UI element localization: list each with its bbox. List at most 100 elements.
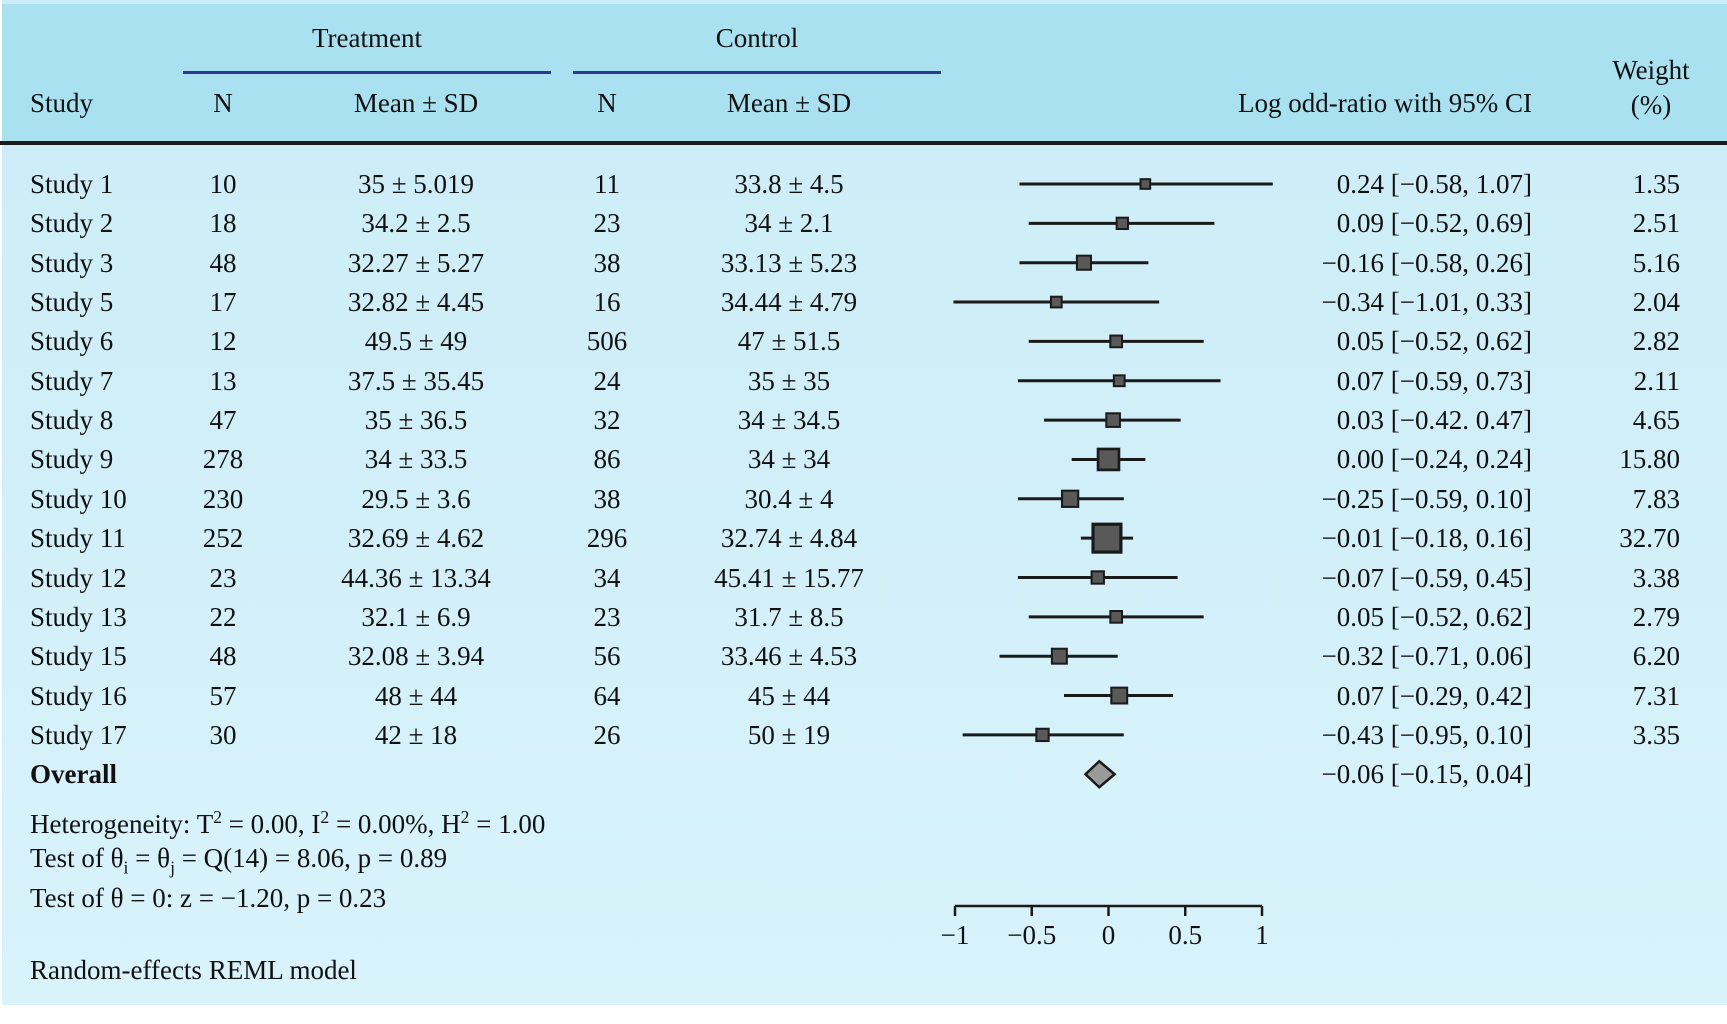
effect-ci-value: 0.07 [−0.59, 0.73]: [1336, 365, 1532, 396]
column-header-study: Study: [30, 88, 94, 118]
weight-value: 2.04: [1632, 287, 1680, 318]
stat-note-segment: = 1.00: [469, 809, 546, 839]
study-name: Study 17: [30, 719, 127, 750]
control-group-header: Control: [715, 23, 799, 53]
stat-note-segment: = θ: [128, 843, 171, 873]
treatment-n-value: 17: [209, 287, 237, 318]
control-n-value: 16: [593, 287, 621, 318]
effect-ci-value: −0.32 [−0.71, 0.06]: [1321, 641, 1532, 672]
model-note: Random-effects REML model: [30, 955, 357, 985]
treatment-n-value: 23: [209, 562, 237, 593]
weight-value: 3.35: [1632, 719, 1680, 750]
column-header-treatment-mean-sd: Mean ± SD: [353, 88, 479, 118]
treatment-n-value: 10: [209, 169, 237, 199]
table-row: Study 16 57 48 ± 44 64 45 ± 44 0.07 [−0.29, 0…: [0, 676, 1727, 716]
control-n-value: 26: [593, 719, 621, 750]
control-mean-sd-value: 33.8 ± 4.5: [734, 169, 844, 199]
control-mean-sd-value: 31.7 ± 8.5: [734, 601, 844, 632]
study-name: Study 7: [30, 365, 114, 396]
control-mean-sd-value: 32.74 ± 4.84: [720, 523, 858, 554]
treatment-mean-sd-value: 32.08 ± 3.94: [347, 641, 485, 672]
effect-ci-value: 0.00 [−0.24, 0.24]: [1336, 444, 1532, 475]
treatment-mean-sd-value: 32.69 ± 4.62: [347, 523, 485, 554]
treatment-n-value: 230: [202, 483, 244, 514]
study-name: Study 15: [30, 641, 127, 672]
stat-note-segment: 2: [320, 807, 330, 827]
table-row: Study 10 230 29.5 ± 3.6 38 30.4 ± 4 −0.25 [−0…: [0, 479, 1727, 519]
treatment-n-value: 12: [209, 326, 237, 357]
weight-value: 4.65: [1632, 405, 1680, 436]
control-mean-sd-value: 30.4 ± 4: [744, 483, 834, 514]
control-mean-sd-value: 33.13 ± 5.23: [720, 247, 858, 278]
treatment-n-value: 30: [209, 719, 237, 750]
weight-value: 7.83: [1632, 483, 1680, 514]
effect-ci-value: 0.09 [−0.52, 0.69]: [1336, 208, 1532, 239]
effect-ci-value: 0.03 [−0.42. 0.47]: [1336, 405, 1532, 436]
control-n-value: 24: [593, 365, 621, 396]
weight-value: 15.80: [1619, 444, 1680, 475]
stat-note-segment: = 0.00, I: [221, 809, 321, 839]
control-underline: [573, 71, 941, 74]
treatment-mean-sd-value: 49.5 ± 49: [364, 326, 468, 357]
treatment-mean-sd-value: 48 ± 44: [374, 680, 458, 711]
stat-note: Heterogeneity: T2 = 0.00, I2 = 0.00%, H2…: [30, 797, 546, 839]
control-n-value: 296: [586, 523, 628, 554]
weight-value: 2.51: [1632, 208, 1680, 239]
stat-note-segment: = Q(14) = 8.06, p = 0.89: [174, 843, 448, 873]
stat-note-segment: = 0.00%, H: [329, 809, 461, 839]
control-mean-sd-value: 34 ± 34.5: [737, 405, 841, 436]
treatment-mean-sd-value: 44.36 ± 13.34: [341, 562, 491, 593]
study-name: Study 13: [30, 601, 127, 632]
column-header-treatment-n: N: [213, 88, 233, 118]
stat-note: Test of θi = θj = Q(14) = 8.06, p = 0.89: [30, 838, 447, 878]
treatment-mean-sd-value: 32.27 ± 5.27: [347, 247, 485, 278]
control-mean-sd-value: 45.41 ± 15.77: [714, 562, 864, 593]
stat-note-segment: j: [170, 857, 175, 878]
overall-ci-value: −0.06 [−0.15, 0.04]: [1321, 759, 1532, 790]
table-row: Study 7 13 37.5 ± 35.45 24 35 ± 35 0.07 [−0.5…: [0, 361, 1727, 401]
table-row: Study 1 10 35 ± 5.019 11 33.8 ± 4.5 0.24 [−0.…: [0, 164, 1727, 204]
column-header-control-mean-sd: Mean ± SD: [726, 88, 852, 118]
treatment-n-value: 57: [209, 680, 237, 711]
study-name: Study 6: [30, 326, 114, 357]
weight-value: 7.31: [1632, 680, 1680, 711]
table-row: Study 8 47 35 ± 36.5 32 34 ± 34.5 0.03 [−0.42…: [0, 400, 1727, 440]
control-n-value: 11: [594, 169, 620, 199]
table-row: Study 2 18 34.2 ± 2.5 23 34 ± 2.1 0.09 [−0.52…: [0, 203, 1727, 243]
column-header-effect: Log odd-ratio with 95% CI: [1238, 88, 1532, 118]
study-name: Study 2: [30, 208, 114, 239]
weight-value: 2.79: [1632, 601, 1680, 632]
stat-note-segment: Heterogeneity: T: [30, 809, 214, 839]
effect-ci-value: −0.43 [−0.95, 0.10]: [1321, 719, 1532, 750]
control-n-value: 23: [593, 208, 621, 239]
study-name: Study 10: [30, 483, 127, 514]
effect-ci-value: −0.25 [−0.59, 0.10]: [1321, 483, 1532, 514]
control-mean-sd-value: 34.44 ± 4.79: [720, 287, 858, 318]
treatment-n-value: 48: [209, 641, 237, 672]
effect-ci-value: 0.05 [−0.52, 0.62]: [1336, 326, 1532, 357]
control-mean-sd-value: 34 ± 2.1: [744, 208, 834, 239]
treatment-mean-sd-value: 32.1 ± 6.9: [361, 601, 471, 632]
treatment-n-value: 252: [202, 523, 244, 554]
treatment-n-value: 48: [209, 247, 237, 278]
weight-value: 6.20: [1632, 641, 1680, 672]
treatment-n-value: 278: [202, 444, 244, 475]
treatment-underline: [183, 71, 551, 74]
table-row: Study 3 48 32.27 ± 5.27 38 33.13 ± 5.23 −0.16…: [0, 243, 1727, 283]
weight-value: 5.16: [1632, 247, 1680, 278]
control-mean-sd-value: 33.46 ± 4.53: [720, 641, 858, 672]
effect-ci-value: 0.07 [−0.29, 0.42]: [1336, 680, 1532, 711]
table-row: Study 9 278 34 ± 33.5 86 34 ± 34 0.00 [−0.24,…: [0, 439, 1727, 479]
study-name: Study 16: [30, 680, 127, 711]
treatment-n-value: 18: [209, 208, 237, 239]
control-mean-sd-value: 34 ± 34: [747, 444, 831, 475]
effect-ci-value: −0.07 [−0.59, 0.45]: [1321, 562, 1532, 593]
effect-ci-value: 0.05 [−0.52, 0.62]: [1336, 601, 1532, 632]
table-row: Study 5 17 32.82 ± 4.45 16 34.44 ± 4.79 −0.34…: [0, 282, 1727, 322]
treatment-group-header: Treatment: [312, 23, 422, 53]
table-row: Study 17 30 42 ± 18 26 50 ± 19 −0.43 [−0.95, …: [0, 715, 1727, 755]
study-name: Study 12: [30, 562, 127, 593]
stat-note-segment: 2: [460, 807, 470, 827]
control-n-value: 23: [593, 601, 621, 632]
